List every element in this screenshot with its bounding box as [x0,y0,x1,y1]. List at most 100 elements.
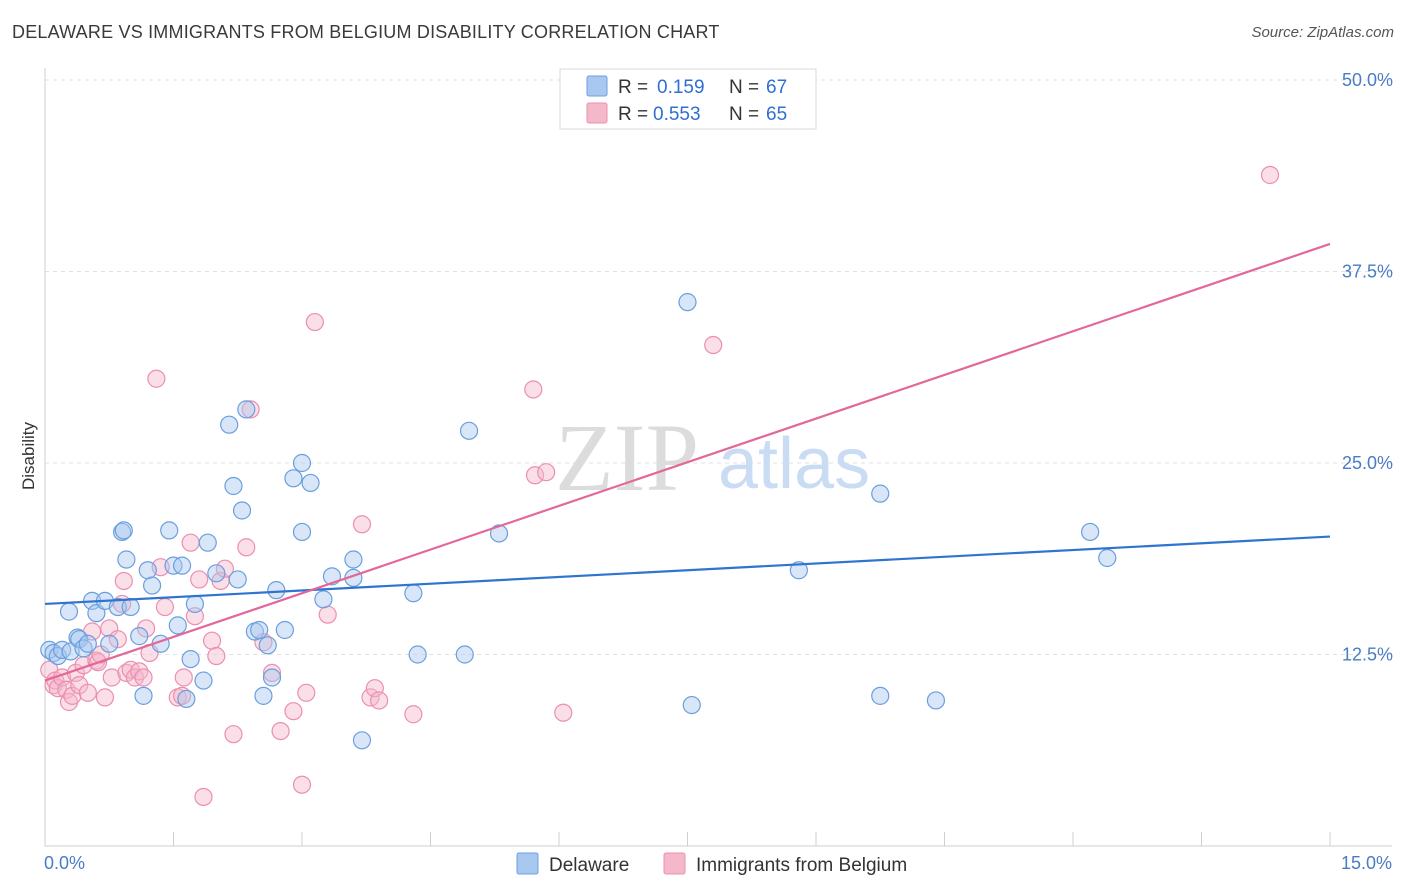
belgium-point [704,335,723,355]
bottom-legend-label-delaware: Delaware [549,855,629,876]
delaware-point [228,570,247,589]
x-tick-label-max: 15.0% [1341,853,1392,873]
belgium-point [297,683,316,702]
series-belgium-points [40,165,1280,807]
belgium-point [554,703,573,722]
delaware-point [138,561,157,580]
y-tick-label: 25.0% [1342,453,1393,473]
belgium-point [134,668,153,687]
bottom-legend-swatch-belgium [663,852,686,875]
delaware-point [207,564,226,583]
belgium-point [155,597,175,617]
delaware-point [314,590,333,609]
y-tick-label: 50.0% [1342,70,1393,90]
watermark-atlas: atlas [718,424,870,504]
delaware-point [292,453,312,473]
delaware-point [168,616,187,635]
delaware-point [344,550,363,569]
delaware-point [185,594,205,614]
belgium-point [181,533,200,552]
belgium-point [114,571,133,591]
delaware-point [1081,522,1100,542]
x-tick-label-min: 0.0% [44,853,85,873]
delaware-point [181,649,200,669]
legend-swatch-belgium [586,102,608,124]
delaware-point [871,686,890,705]
delaware-point [194,671,213,690]
belgium-point [284,702,303,721]
legend-r-label-1: R = [618,77,648,98]
delaware-point [455,645,474,664]
belgium-point [262,663,282,682]
belgium-point [241,400,260,419]
belgium-point [102,668,121,687]
y-tick-label: 37.5% [1342,262,1393,282]
belgium-point [271,721,290,741]
delaware-point [232,501,252,520]
delaware-point [177,689,196,709]
delaware-point [130,627,149,646]
delaware-point [682,695,701,715]
delaware-point [404,584,423,603]
belgium-point [174,668,193,687]
legend-r-value-2: 0.553 [653,104,701,125]
delaware-point [301,473,320,493]
belgium-point [207,646,226,666]
watermark: ZIP atlas [555,404,870,511]
belgium-point [95,688,115,707]
belgium-trend-line [44,242,1331,682]
bottom-legend: Delaware Immigrants from Belgium [516,852,907,876]
belgium-point [237,538,256,557]
delaware-point [489,524,509,543]
belgium-point [404,705,423,724]
delaware-point [926,691,946,710]
delaware-point [220,415,239,434]
bottom-legend-label-belgium: Immigrants from Belgium [696,855,907,876]
delaware-point [292,522,312,542]
belgium-point [1260,165,1280,185]
belgium-point [318,605,337,624]
delaware-point [108,597,127,617]
delaware-point [262,668,282,687]
delaware-point [172,556,192,575]
legend-n-value-1: 67 [766,77,787,98]
series-delaware-points [40,293,1117,750]
watermark-zip: ZIP [555,404,699,511]
belgium-point [202,631,222,650]
delaware-point [254,686,273,705]
legend-n-label-1: N = [729,77,759,98]
delaware-point [789,561,808,580]
belgium-point [537,463,556,482]
legend-swatch-delaware [586,75,608,97]
delaware-point [1098,548,1117,568]
source-label[interactable]: Source: ZipAtlas.com [1251,24,1394,41]
delaware-point [142,576,162,595]
delaware-point [284,469,303,488]
legend-n-label-2: N = [729,104,759,125]
delaware-point [117,550,136,569]
delaware-point [100,634,119,653]
belgium-point [194,787,213,807]
delaware-point [250,620,269,640]
delaware-point [871,484,890,503]
delaware-point [224,476,243,496]
belgium-point [352,515,372,534]
x-axis-ticks [44,832,1331,846]
delaware-point [114,521,133,540]
delaware-trend-line [44,535,1331,606]
belgium-point [78,683,97,702]
belgium-point [136,619,156,638]
delaware-point [70,630,89,649]
delaware-point [258,636,277,655]
delaware-point [408,645,427,664]
belgium-point [108,630,127,649]
belgium-point [370,691,389,710]
belgium-point [147,369,166,388]
legend-n-value-2: 65 [766,104,787,125]
belgium-point [215,559,234,578]
belgium-point [525,466,545,485]
delaware-point [275,620,294,640]
belgium-point [292,775,312,794]
delaware-point [267,581,286,600]
